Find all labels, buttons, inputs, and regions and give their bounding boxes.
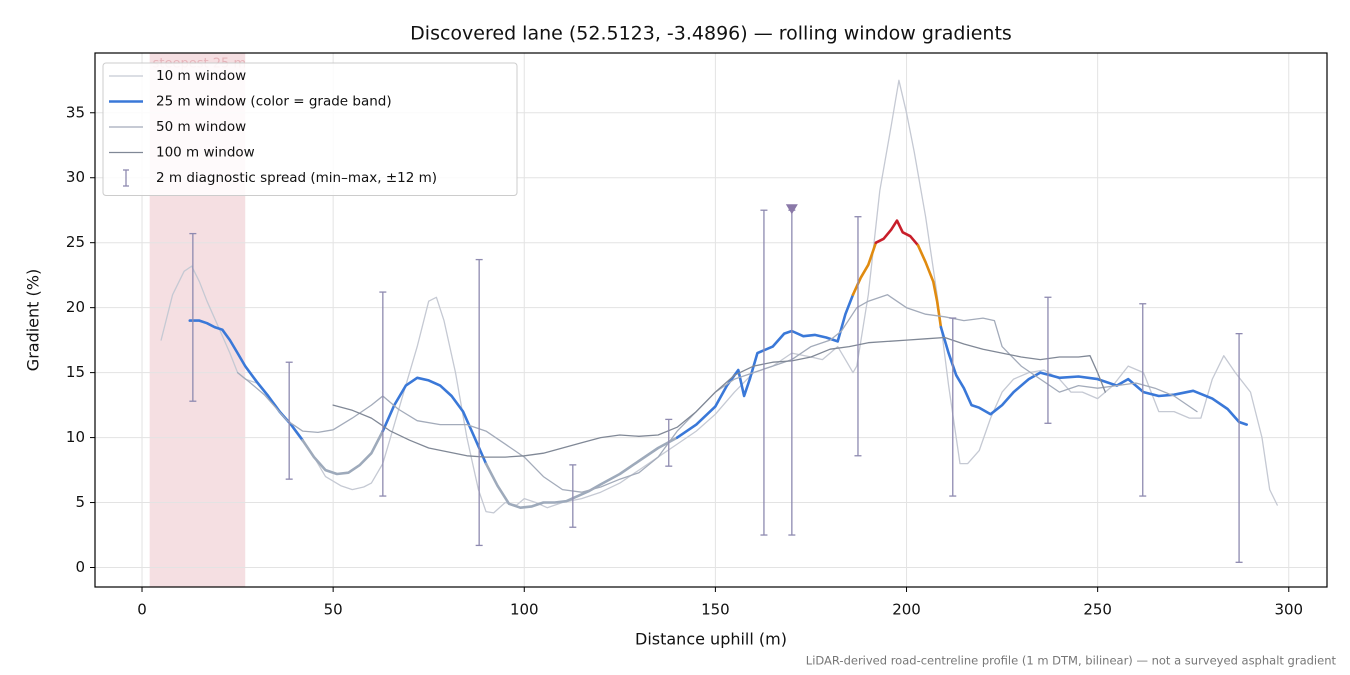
series-line	[939, 325, 1248, 426]
y-tick-label: 30	[66, 168, 85, 186]
error-bar	[760, 209, 768, 536]
error-bar	[1139, 303, 1147, 497]
series-line	[874, 219, 920, 247]
error-bar	[1044, 296, 1052, 424]
legend-label: 10 m window	[156, 68, 246, 84]
x-tick-label: 300	[1274, 601, 1303, 619]
error-bar	[665, 418, 673, 467]
x-tick-label: 250	[1083, 601, 1112, 619]
series-line	[332, 336, 1106, 458]
legend-label: 100 m window	[156, 145, 255, 161]
x-tick-label: 100	[510, 601, 539, 619]
x-tick-label: 150	[701, 601, 730, 619]
y-tick-label: 10	[66, 428, 85, 446]
y-tick-label: 35	[66, 103, 85, 121]
error-bar	[1235, 332, 1243, 563]
legend-box	[102, 62, 518, 196]
series-line	[484, 436, 679, 509]
legend-label: 2 m diagnostic spread (min–max, ±12 m)	[156, 170, 437, 186]
series-line	[916, 244, 943, 329]
series-line	[851, 241, 878, 296]
footnote: LiDAR-derived road-centreline profile (1…	[806, 654, 1337, 668]
error-bar	[854, 216, 862, 457]
error-bar	[379, 291, 387, 497]
y-tick-label: 5	[75, 493, 85, 511]
legend: 10 m window 25 m window (color = grade ba…	[102, 62, 518, 196]
peak-marker	[785, 204, 798, 215]
error-bar	[189, 232, 197, 402]
error-bar	[285, 361, 293, 480]
legend-label: 25 m window (color = grade band)	[156, 94, 392, 110]
y-tick-label: 20	[66, 298, 85, 316]
legend-label: 50 m window	[156, 119, 246, 135]
plot-frame	[94, 52, 1328, 588]
y-tick-label: 0	[75, 558, 85, 576]
x-tick-label: 50	[324, 601, 343, 619]
chart-title: Discovered lane (52.5123, -3.4896) — rol…	[410, 23, 1012, 45]
y-axis-label: Gradient (%)	[24, 269, 43, 371]
x-tick-label: 200	[892, 601, 921, 619]
x-tick-label: 0	[137, 601, 147, 619]
series-line	[160, 79, 1278, 514]
series-line	[675, 293, 855, 439]
error-bar	[475, 258, 483, 547]
series-line	[301, 429, 385, 476]
x-axis-label: Distance uphill (m)	[635, 630, 787, 649]
y-tick-label: 25	[66, 233, 85, 251]
error-bar	[949, 317, 957, 497]
y-tick-label: 15	[66, 363, 85, 381]
error-bar	[569, 464, 577, 528]
